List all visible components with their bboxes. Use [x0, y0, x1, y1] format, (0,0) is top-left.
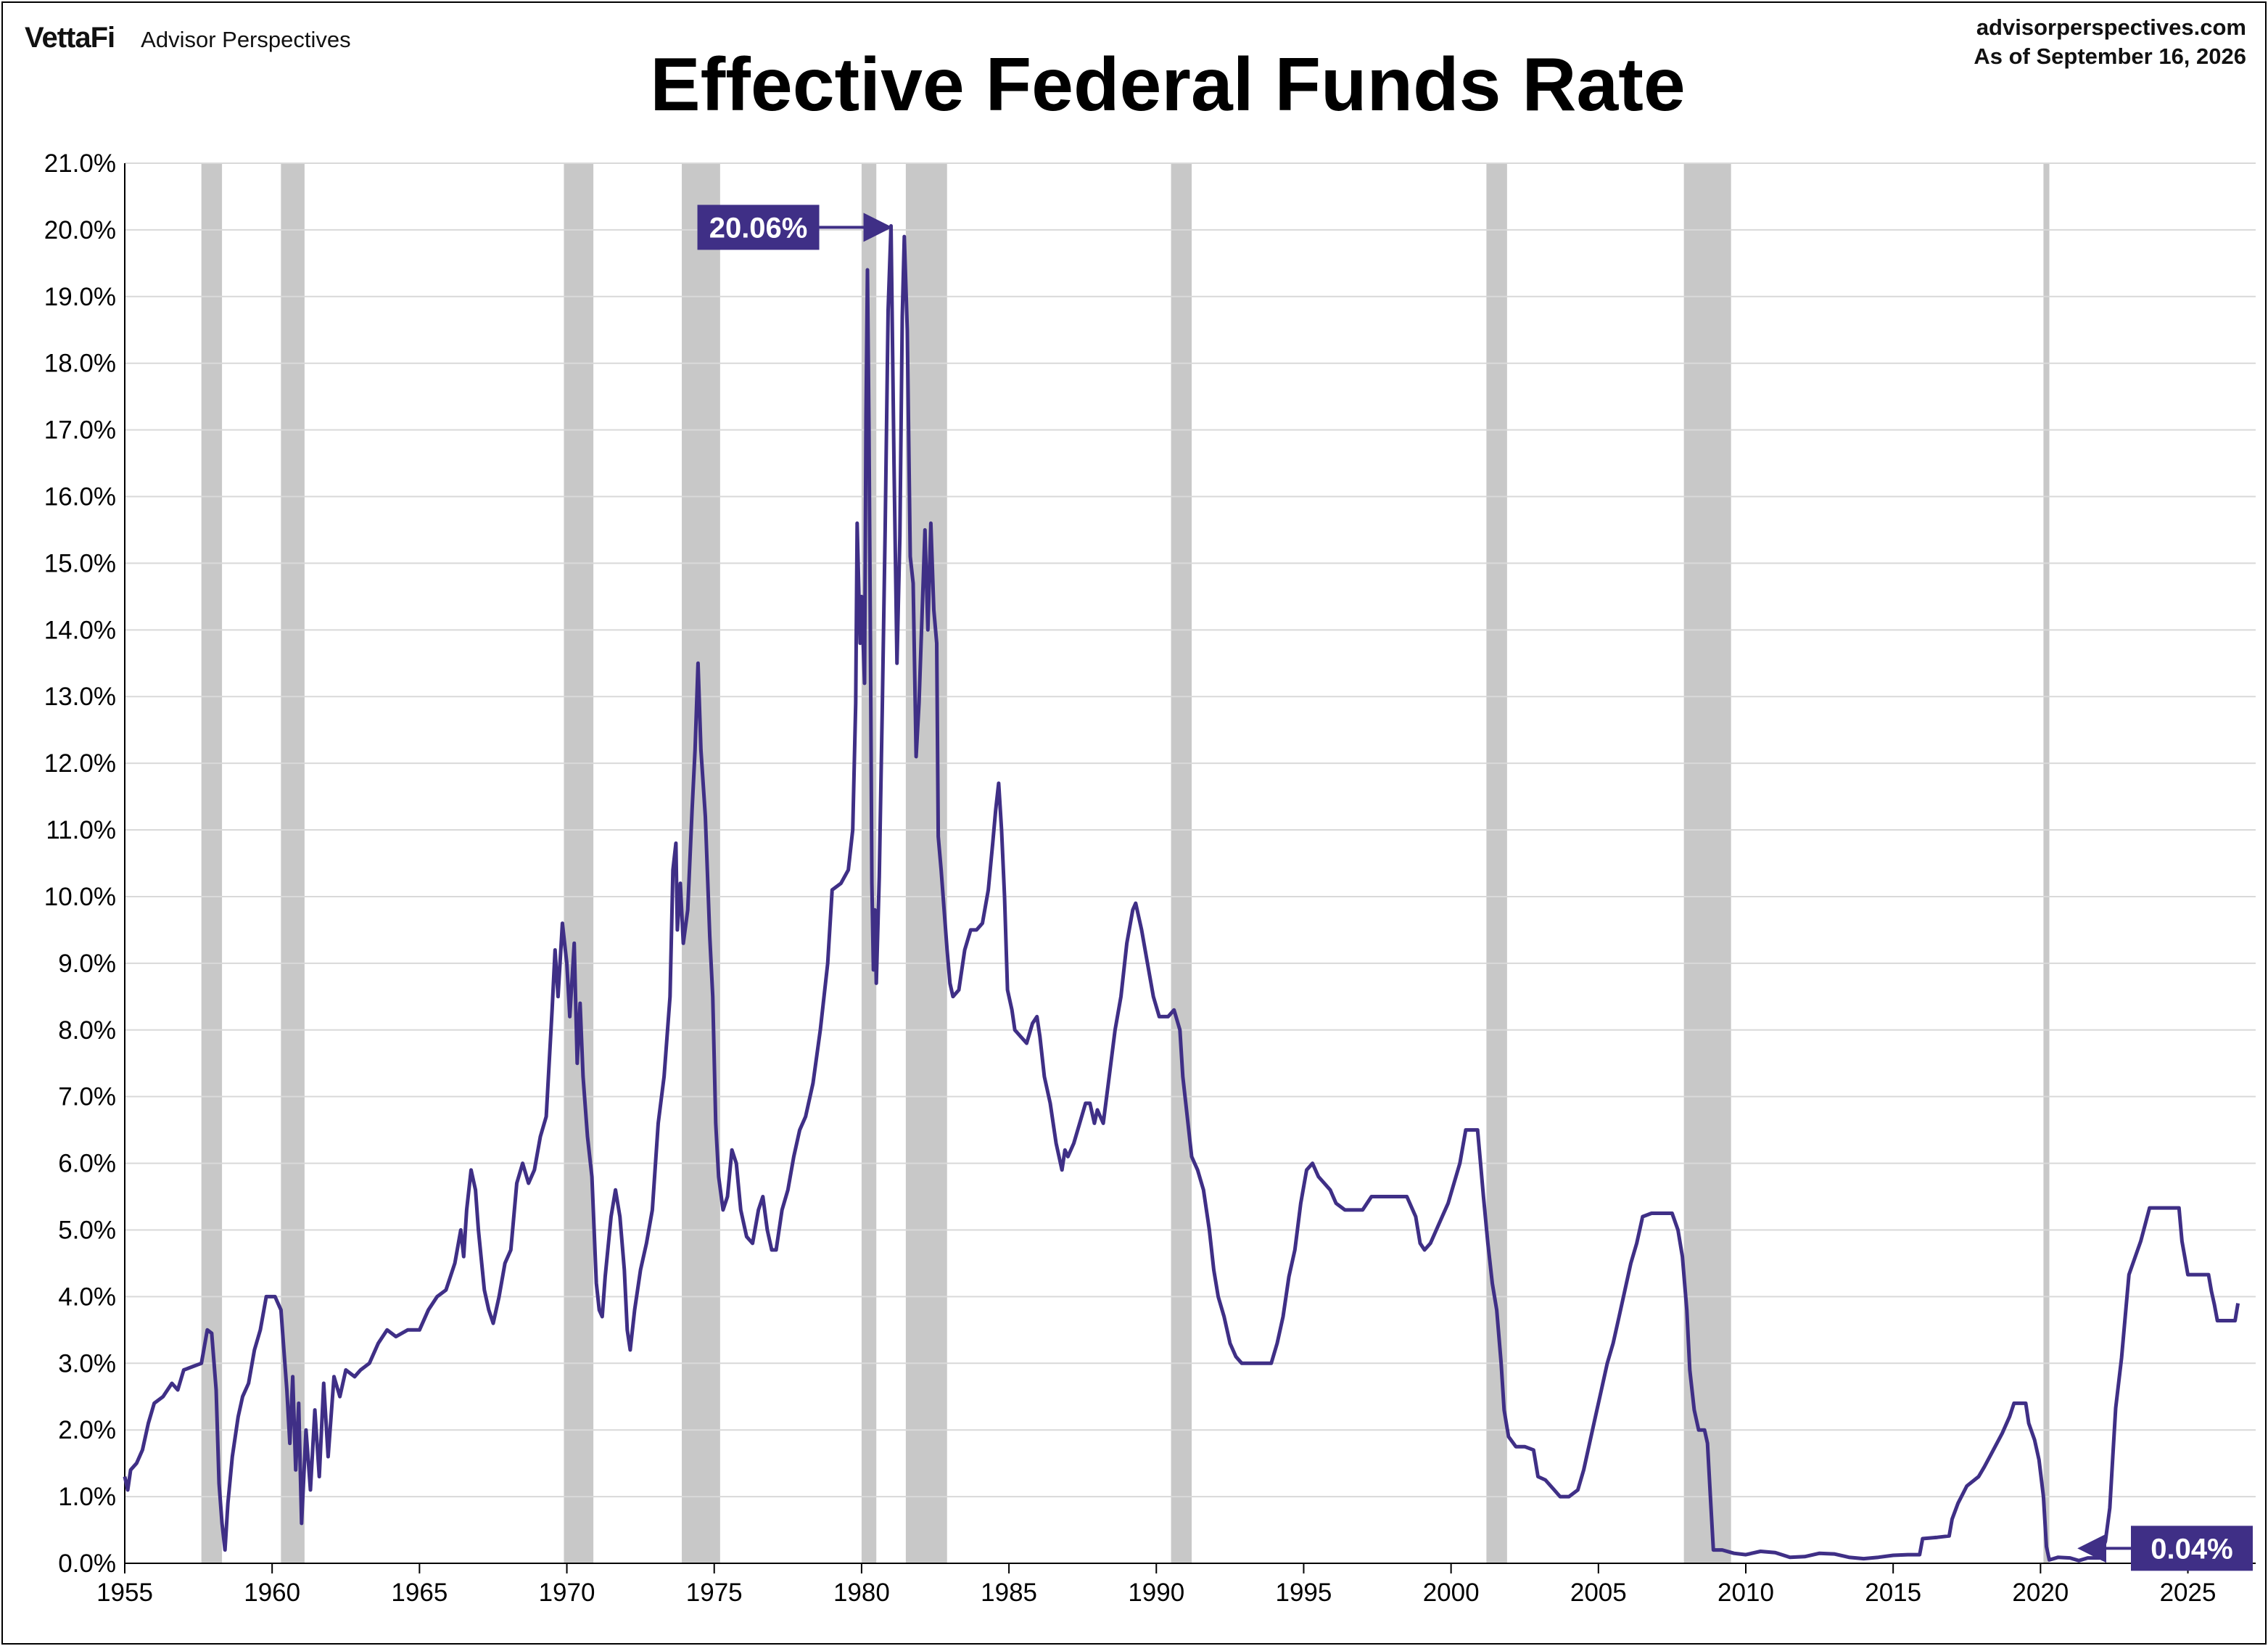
x-tick-label: 1965: [391, 1579, 448, 1607]
x-tick-label: 1960: [244, 1579, 300, 1607]
y-tick-label: 6.0%: [58, 1150, 116, 1178]
series-line-0: [123, 223, 2240, 1563]
y-tick-label: 19.0%: [44, 283, 116, 311]
series-layer: [123, 223, 2240, 1563]
y-tick-label: 5.0%: [58, 1216, 116, 1244]
callout-label-1: 0.04%: [2151, 1533, 2232, 1565]
gridlines: [125, 162, 2256, 1498]
y-tick-label: 8.0%: [58, 1016, 116, 1045]
brand: VettaFi Advisor Perspectives: [25, 22, 351, 54]
as-of-date: As of September 16, 2026: [1974, 44, 2246, 69]
x-tick-label: 2010: [1718, 1579, 1774, 1607]
x-tick-label: 2015: [1865, 1579, 1921, 1607]
y-tick-label: 21.0%: [44, 149, 116, 178]
annotations: 20.06% 0.04%: [697, 205, 2253, 1571]
x-tick-label: 1955: [96, 1579, 153, 1607]
x-tick-label: 1970: [539, 1579, 595, 1607]
recession-band-9: [2043, 163, 2050, 1563]
axes: 0.0% 1.0% 2.0% 3.0% 4.0% 5.0% 6.0% 7.0% 8.0% 9.0%…: [44, 149, 2256, 1607]
recession-band-0: [201, 163, 223, 1563]
x-tick-label: 2025: [2160, 1579, 2217, 1607]
source-block: advisorperspectives.com As of September …: [1974, 13, 2246, 71]
callout-label-0: 20.06%: [709, 212, 808, 244]
y-tick-label: 12.0%: [44, 749, 116, 778]
recession-band-8: [1683, 163, 1731, 1563]
callout-box-1: [2131, 1526, 2253, 1571]
x-tick-label: 1985: [981, 1579, 1037, 1607]
x-tick-label: 1975: [686, 1579, 743, 1607]
y-tick-label: 11.0%: [46, 816, 116, 844]
y-tick-label: 18.0%: [44, 350, 116, 378]
x-tick-label: 1995: [1276, 1579, 1332, 1607]
x-tick-label: 1980: [833, 1579, 890, 1607]
x-tick-label: 1990: [1128, 1579, 1184, 1607]
y-tick-label: 14.0%: [44, 616, 116, 644]
brand-name: Advisor Perspectives: [141, 27, 351, 52]
y-tick-label: 17.0%: [44, 416, 116, 445]
x-tick-label: 2005: [1570, 1579, 1627, 1607]
callout-box-0: [697, 205, 820, 250]
y-tick-label: 10.0%: [44, 883, 116, 911]
x-tick-label: 2000: [1423, 1579, 1480, 1607]
y-tick-label: 9.0%: [58, 950, 116, 978]
recession-band-2: [564, 163, 594, 1563]
y-tick-label: 13.0%: [44, 683, 116, 711]
y-tick-label: 1.0%: [58, 1483, 116, 1511]
x-tick-label: 2020: [2012, 1579, 2069, 1607]
y-tick-label: 20.0%: [44, 216, 116, 244]
chart-title: Effective Federal Funds Rate: [650, 43, 1686, 127]
y-tick-label: 0.0%: [58, 1550, 116, 1578]
y-tick-label: 3.0%: [58, 1349, 116, 1378]
recession-band-6: [1171, 163, 1192, 1563]
y-tick-label: 16.0%: [44, 483, 116, 511]
y-tick-label: 4.0%: [58, 1283, 116, 1311]
y-tick-label: 2.0%: [58, 1416, 116, 1444]
recession-bands: [201, 163, 2050, 1563]
recession-band-1: [281, 163, 305, 1563]
vettafi-logo: VettaFi: [25, 22, 115, 54]
y-tick-label: 15.0%: [44, 549, 116, 577]
recession-band-3: [682, 163, 720, 1563]
y-tick-label: 7.0%: [58, 1083, 116, 1111]
source-url: advisorperspectives.com: [1976, 15, 2246, 40]
recession-band-7: [1486, 163, 1507, 1563]
